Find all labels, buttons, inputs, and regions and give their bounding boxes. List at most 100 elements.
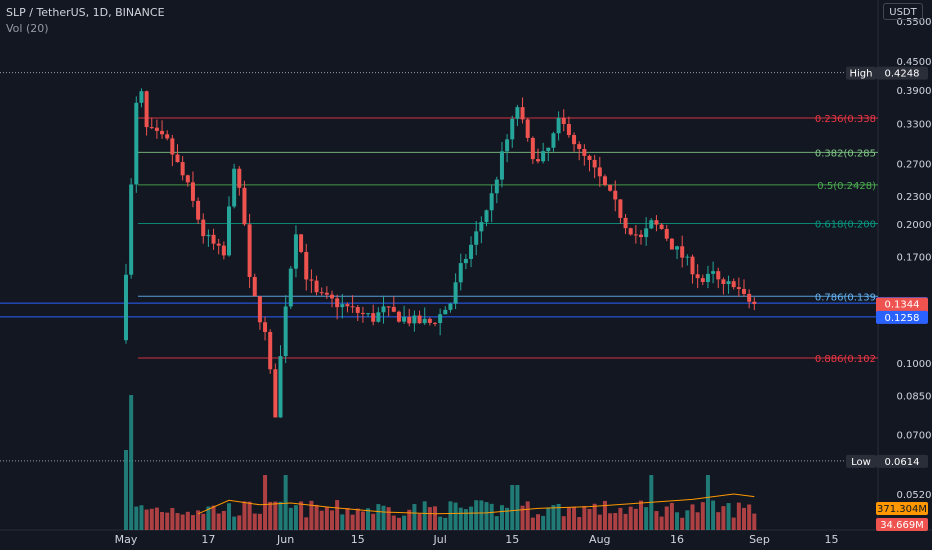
volume-bar xyxy=(355,508,360,530)
volume-bar xyxy=(237,515,242,530)
volume-bar xyxy=(273,501,278,530)
candle-body xyxy=(716,271,721,280)
candle-body xyxy=(577,144,582,149)
candle-body xyxy=(613,190,618,200)
candle-body xyxy=(561,117,566,124)
candle-body xyxy=(149,127,154,129)
candle-body xyxy=(546,147,551,152)
candle-body xyxy=(587,155,592,160)
time-tick-label: May xyxy=(115,533,138,546)
candle-body xyxy=(330,294,334,299)
candle-body xyxy=(659,224,664,229)
volume-bar xyxy=(705,475,710,530)
price-tag-box xyxy=(876,454,928,468)
volume-bar xyxy=(299,501,304,530)
time-tick-label: 17 xyxy=(201,533,215,546)
volume-bar xyxy=(324,506,329,530)
candle-body xyxy=(433,322,437,324)
volume-bar xyxy=(386,507,391,530)
volume-bar xyxy=(499,505,504,530)
candle-body xyxy=(396,311,401,322)
candle-body xyxy=(278,356,283,418)
volume-bar xyxy=(165,512,170,530)
currency-button[interactable]: USDT xyxy=(883,3,923,20)
candle-body xyxy=(340,304,345,308)
price-tag-name-box xyxy=(846,454,876,468)
volume-bar xyxy=(170,507,175,530)
price-tag-box xyxy=(876,66,928,80)
price-tick-label: 0.2700 xyxy=(897,160,932,171)
volume-bar xyxy=(721,506,726,530)
volume-bar xyxy=(639,500,643,530)
candle-body xyxy=(227,206,231,256)
volume-bar xyxy=(190,515,195,530)
candle-body xyxy=(541,151,546,162)
candle-body xyxy=(216,243,221,246)
volume-bar xyxy=(330,510,334,530)
volume-bar xyxy=(175,513,180,530)
candle-body xyxy=(124,274,128,341)
candle-body xyxy=(422,318,427,324)
volume-bar xyxy=(561,516,566,530)
candle-body xyxy=(752,301,757,304)
candle-body xyxy=(566,123,571,136)
volume-bar xyxy=(314,504,319,530)
time-tick-label: 15 xyxy=(351,533,365,546)
volume-bar xyxy=(577,517,582,530)
volume-bar xyxy=(232,516,237,530)
price-tick-label: 0.0520 xyxy=(897,490,932,501)
volume-bar xyxy=(700,502,705,530)
price-tick-label: 0.3300 xyxy=(897,119,932,130)
volume-bar xyxy=(479,500,484,530)
price-tag-value: 0.1344 xyxy=(885,300,920,311)
volume-bar xyxy=(149,508,154,530)
volume-bar xyxy=(736,502,741,530)
candle-body xyxy=(602,176,607,185)
volume-bar xyxy=(252,513,257,530)
volume-bar xyxy=(644,507,649,530)
time-tick-label: 15 xyxy=(825,533,839,546)
candle-body xyxy=(386,306,391,308)
candle-body xyxy=(237,168,242,188)
price-tag: 0.0614 Low xyxy=(846,454,928,468)
volume-bar xyxy=(597,514,602,530)
volume-bar xyxy=(494,516,499,530)
candle-body xyxy=(134,102,139,185)
candle-body xyxy=(556,117,561,134)
candle-body xyxy=(293,234,298,269)
candle-body xyxy=(381,306,386,313)
time-tick-label: Aug xyxy=(589,533,610,546)
candle-body xyxy=(695,274,700,279)
time-tick-label: Sep xyxy=(749,533,770,546)
candle-body xyxy=(196,200,201,220)
volume-bar xyxy=(489,503,494,530)
candle-body xyxy=(499,151,504,180)
fib-level-label: 0.236(0.338 xyxy=(815,114,876,125)
candle-body xyxy=(129,184,134,275)
volume-bar xyxy=(139,505,144,530)
candles xyxy=(124,88,757,418)
candle-body xyxy=(283,306,288,357)
price-tag-value: 0.4248 xyxy=(885,69,920,80)
volume-tag: 371.304M xyxy=(876,502,928,515)
candle-body xyxy=(268,331,273,370)
candle-body xyxy=(623,217,628,229)
candle-body xyxy=(417,315,422,324)
volume-tag: 34.669M xyxy=(876,518,928,531)
volume-bar xyxy=(551,505,556,530)
volume-bar xyxy=(340,514,345,530)
volume-bar xyxy=(474,500,479,530)
volume-bar xyxy=(350,514,355,530)
volume-bar xyxy=(376,504,381,530)
volume-indicator-label: Vol (20) xyxy=(6,22,49,35)
candle-body xyxy=(618,199,623,218)
volume-bar xyxy=(247,501,252,530)
candle-body xyxy=(206,234,211,237)
volume-bar xyxy=(268,501,273,530)
volume-bar xyxy=(572,506,577,530)
price-tag: 0.1258 xyxy=(876,310,928,324)
volume-bar xyxy=(227,503,231,530)
price-axis: 0.5500 0.4500 0.3900 0.3300 0.2700 0.2300 0.20… xyxy=(897,17,932,501)
candle-body xyxy=(185,175,190,183)
